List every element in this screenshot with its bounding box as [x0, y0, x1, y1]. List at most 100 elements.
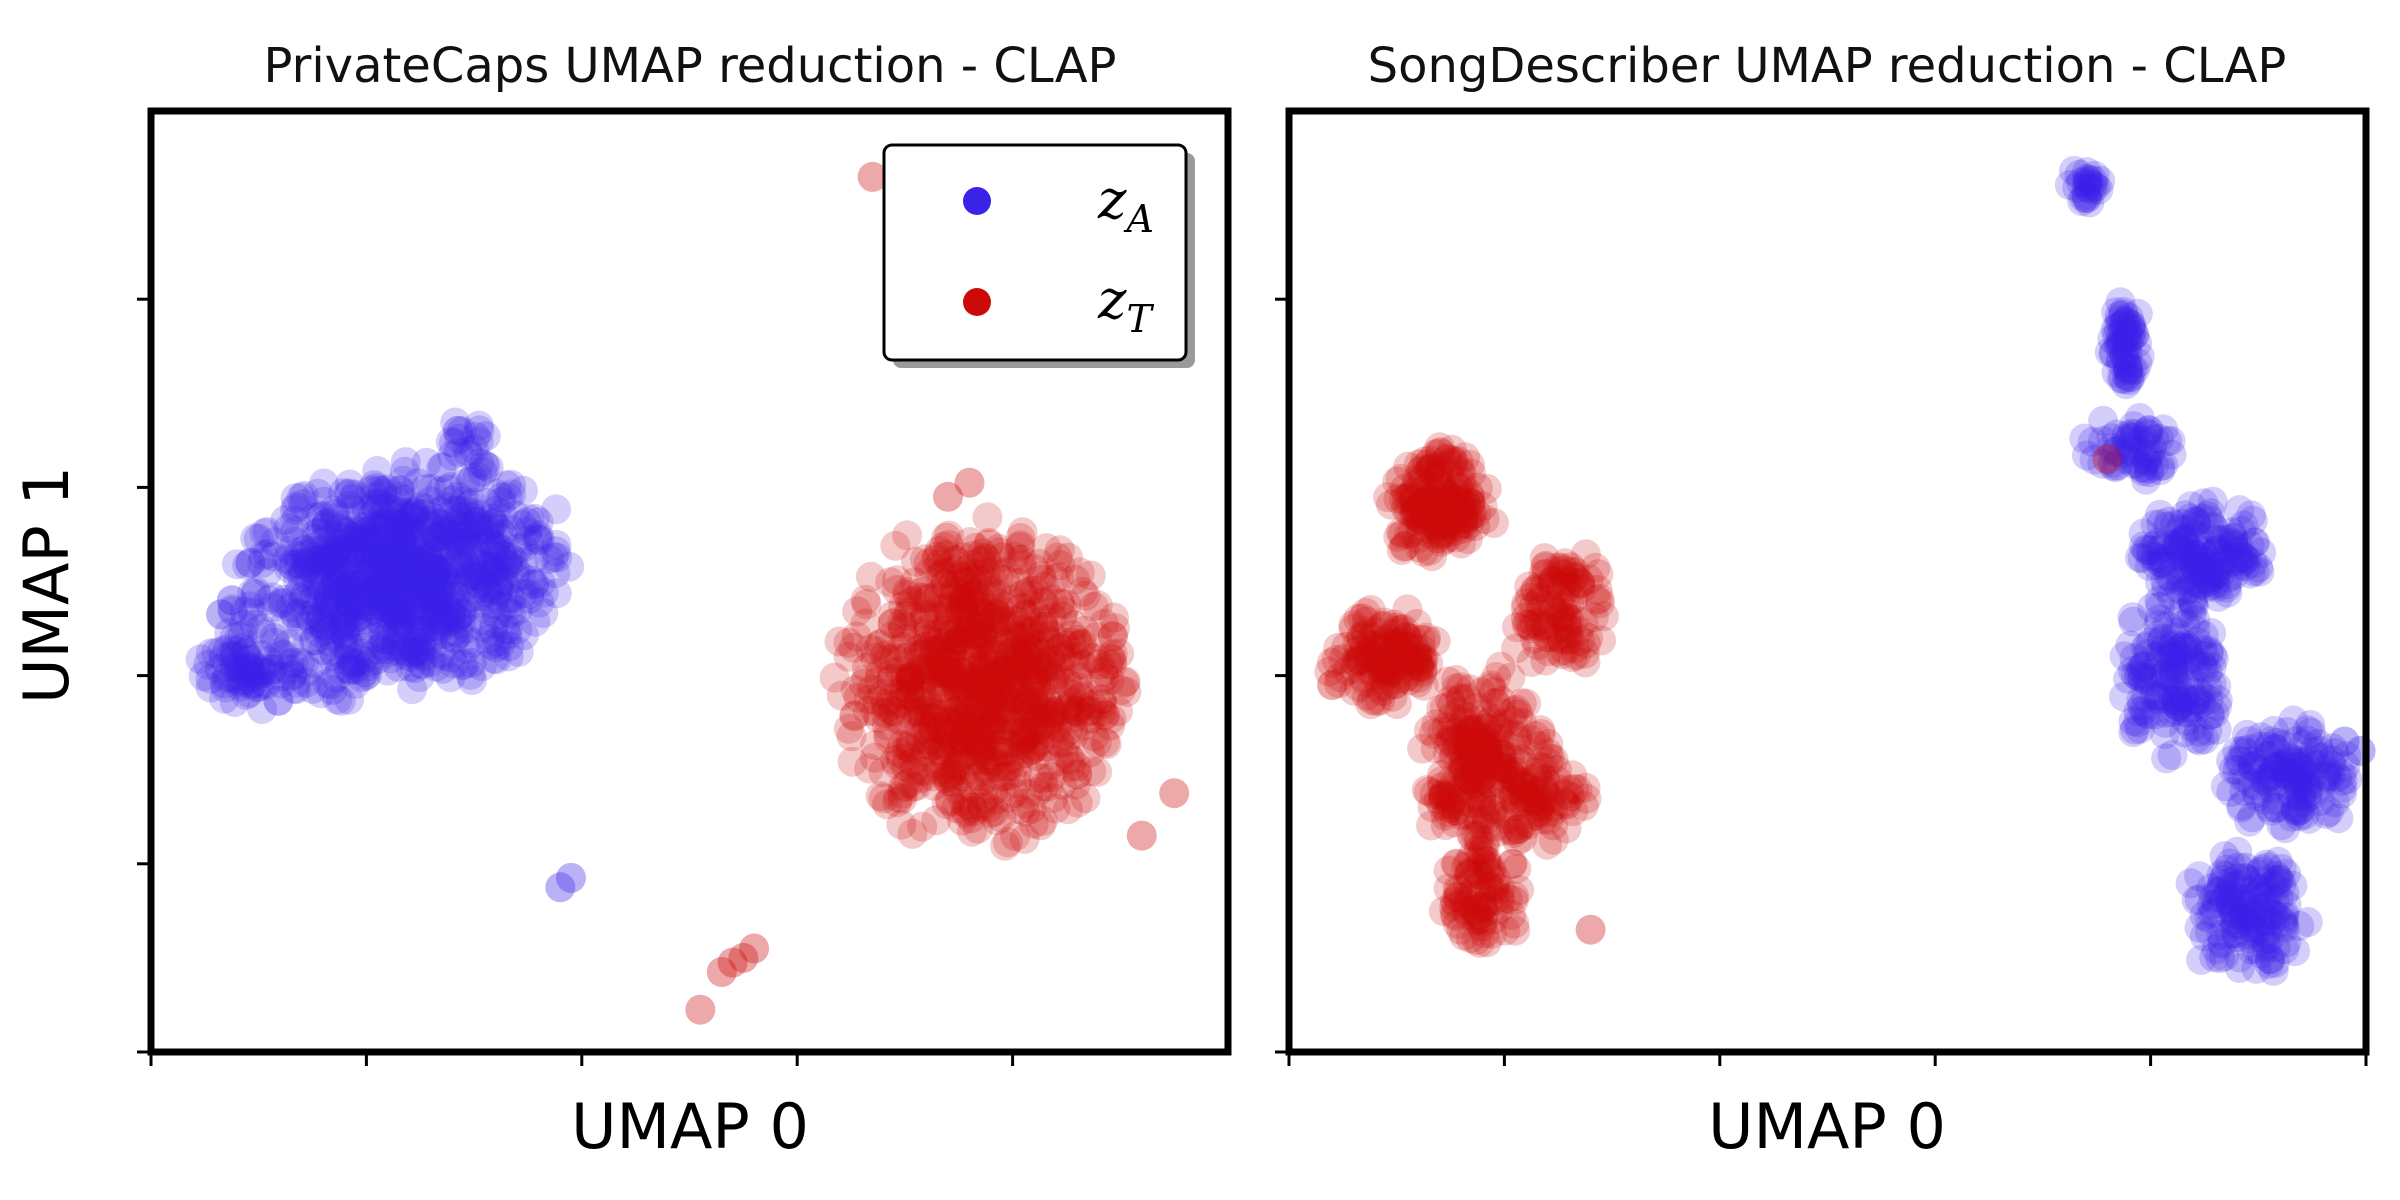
scatter-point-z-t: [1535, 743, 1566, 774]
scatter-point-z-a: [204, 654, 235, 685]
scatter-point-z-a: [2133, 419, 2164, 450]
scatter-point-z-a: [2181, 508, 2212, 539]
scatter-point-z-t: [1086, 696, 1117, 727]
scatter-point-z-a: [235, 547, 266, 578]
scatter-point-z-t: [927, 740, 958, 771]
scatter-point-z-t: [1445, 484, 1476, 515]
scatter-point-z-t: [1436, 434, 1467, 465]
scatter-point-z-a: [398, 590, 429, 621]
scatter-point-z-a: [2264, 864, 2295, 895]
scatter-point-z-a: [508, 532, 538, 563]
scatter-point-z-t: [950, 630, 980, 661]
scatter-point-z-t: [868, 679, 898, 709]
scatter-point-z-a: [447, 512, 478, 543]
scatter-point-z-a: [2133, 415, 2164, 446]
scatter-point-z-t: [1431, 500, 1462, 531]
scatter-point-z-a: [2184, 544, 2215, 575]
scatter-point-z-a: [431, 544, 462, 575]
scatter-point-z-t: [987, 761, 1017, 792]
scatter-point-z-a: [318, 538, 349, 569]
scatter-point-z-t: [1424, 468, 1455, 499]
scatter-point-z-t: [937, 707, 968, 738]
scatter-point-z-t: [910, 716, 941, 747]
scatter-point-z-a: [2201, 671, 2232, 702]
scatter-point-z-t: [918, 761, 948, 792]
scatter-point-z-a: [353, 542, 384, 573]
scatter-point-z-t: [1422, 512, 1453, 543]
scatter-point-z-t: [919, 635, 950, 666]
scatter-point-z-a: [2133, 699, 2164, 730]
scatter-point-z-a: [2183, 522, 2214, 553]
scatter-point-z-t: [934, 656, 965, 687]
scatter-point-z-t: [1012, 646, 1043, 677]
scatter-point-z-t: [947, 724, 978, 755]
scatter-point-z-a: [2152, 610, 2183, 641]
scatter-point-z-t: [1035, 750, 1066, 781]
scatter-point-z-t: [1530, 645, 1561, 676]
scatter-point-z-t: [1014, 655, 1045, 686]
scatter-point-z-a: [2281, 748, 2312, 779]
scatter-point-z-t: [1483, 759, 1514, 789]
scatter-point-z-t: [929, 714, 960, 745]
scatter-point-z-a: [2230, 551, 2261, 581]
scatter-point-z-a: [350, 574, 380, 605]
scatter-point-z-a: [2274, 752, 2305, 783]
scatter-point-z-a: [2162, 531, 2193, 562]
scatter-point-z-t: [967, 723, 998, 754]
scatter-point-z-t: [944, 616, 975, 646]
scatter-point-z-a: [2272, 756, 2303, 787]
scatter-point-z-t: [971, 544, 1002, 574]
scatter-point-z-t: [906, 763, 936, 793]
scatter-point-z-a: [2269, 877, 2300, 908]
scatter-point-z-a: [402, 519, 433, 550]
scatter-point-z-t: [969, 726, 1000, 757]
scatter-point-z-a: [456, 582, 487, 613]
scatter-point-z-t: [1381, 651, 1412, 682]
scatter-point-z-a: [2189, 724, 2220, 755]
scatter-point-z-a: [253, 585, 284, 616]
scatter-point-z-t: [862, 686, 893, 717]
scatter-point-z-a: [383, 481, 414, 512]
scatter-point-z-t: [1001, 669, 1032, 700]
scatter-point-z-a: [2212, 544, 2242, 574]
scatter-point-z-t: [1455, 923, 1486, 954]
scatter-point-z-a: [2144, 423, 2174, 454]
scatter-point-z-t: [986, 685, 1017, 715]
scatter-point-z-a: [359, 522, 390, 553]
scatter-point-z-a: [2254, 948, 2285, 979]
scatter-point-z-t: [1470, 813, 1501, 844]
scatter-point-z-a: [491, 470, 522, 501]
scatter-point-z-a: [406, 639, 437, 670]
scatter-point-z-t: [933, 719, 964, 750]
scatter-point-z-a: [2221, 909, 2252, 939]
scatter-point-z-a: [2196, 668, 2227, 699]
scatter-point-z-a: [2261, 792, 2292, 823]
scatter-point-z-t: [1518, 786, 1549, 817]
scatter-point-z-a: [381, 535, 412, 566]
scatter-point-z-t: [1538, 568, 1568, 599]
scatter-point-z-a: [2109, 339, 2140, 370]
scatter-point-z-t: [936, 580, 967, 611]
scatter-point-z-a: [371, 586, 402, 617]
scatter-point-z-a: [2119, 355, 2150, 385]
scatter-point-z-t: [1367, 655, 1398, 686]
scatter-point-z-a: [368, 610, 399, 641]
scatter-point-z-t: [1022, 644, 1053, 675]
scatter-point-z-a: [2116, 430, 2147, 461]
scatter-point-z-a: [2246, 854, 2277, 885]
scatter-point-z-t: [886, 705, 916, 736]
scatter-point-z-t: [1454, 488, 1485, 518]
scatter-point-z-a: [2131, 446, 2162, 476]
scatter-point-z-a: [2285, 765, 2316, 796]
scatter-point-z-t: [1457, 498, 1488, 529]
scatter-point-z-a: [2232, 865, 2263, 896]
scatter-point-z-t: [855, 634, 886, 665]
scatter-point-z-a: [2166, 541, 2196, 572]
scatter-point-z-t: [916, 730, 947, 761]
scatter-point-z-t: [1557, 572, 1588, 603]
scatter-point-z-a: [264, 637, 295, 668]
scatter-point-z-a: [368, 508, 398, 538]
scatter-point-z-a: [2237, 547, 2268, 578]
scatter-point-z-t: [1402, 642, 1433, 673]
scatter-point-z-t: [1438, 718, 1469, 749]
